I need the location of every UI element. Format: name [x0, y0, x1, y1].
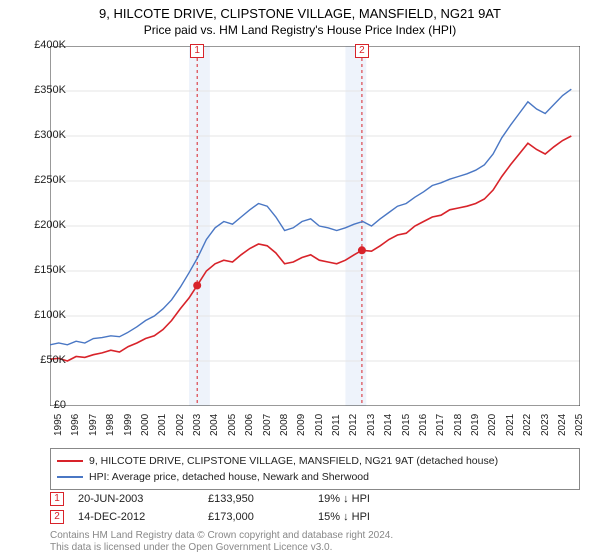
attribution-footer: Contains HM Land Registry data © Crown c… [50, 530, 580, 554]
x-tick-label: 1996 [70, 414, 81, 436]
x-tick-label: 2015 [401, 414, 412, 436]
x-tick-label: 1995 [53, 414, 64, 436]
footer-line: Contains HM Land Registry data © Crown c… [50, 530, 580, 542]
x-tick-label: 2006 [244, 414, 255, 436]
x-tick-label: 2002 [175, 414, 186, 436]
sale-price: £173,000 [208, 511, 318, 523]
sale-marker-box: 1 [190, 44, 204, 58]
legend-label: 9, HILCOTE DRIVE, CLIPSTONE VILLAGE, MAN… [89, 455, 498, 467]
sale-marker-box: 2 [355, 44, 369, 58]
sales-table: 1 20-JUN-2003 £133,950 19% ↓ HPI 2 14-DE… [50, 490, 580, 526]
sale-row: 2 14-DEC-2012 £173,000 15% ↓ HPI [50, 508, 580, 526]
x-tick-label: 2023 [540, 414, 551, 436]
x-tick-label: 2008 [279, 414, 290, 436]
y-tick-label: £50K [6, 354, 66, 366]
x-tick-label: 2017 [435, 414, 446, 436]
legend-item: 9, HILCOTE DRIVE, CLIPSTONE VILLAGE, MAN… [57, 453, 573, 469]
x-tick-label: 2012 [348, 414, 359, 436]
legend-swatch [57, 476, 83, 478]
x-tick-label: 2013 [366, 414, 377, 436]
x-tick-label: 2018 [453, 414, 464, 436]
x-tick-label: 2022 [522, 414, 533, 436]
x-tick-label: 2020 [487, 414, 498, 436]
sale-marker-icon: 1 [50, 492, 64, 506]
legend-swatch [57, 460, 83, 462]
x-tick-label: 1999 [123, 414, 134, 436]
sale-date: 20-JUN-2003 [78, 493, 208, 505]
legend: 9, HILCOTE DRIVE, CLIPSTONE VILLAGE, MAN… [50, 448, 580, 490]
x-tick-label: 2024 [557, 414, 568, 436]
x-tick-label: 2005 [227, 414, 238, 436]
sale-row: 1 20-JUN-2003 £133,950 19% ↓ HPI [50, 490, 580, 508]
y-tick-label: £350K [6, 84, 66, 96]
chart-title: 9, HILCOTE DRIVE, CLIPSTONE VILLAGE, MAN… [10, 6, 590, 21]
y-tick-label: £150K [6, 264, 66, 276]
y-tick-label: £0 [6, 399, 66, 411]
y-tick-label: £400K [6, 39, 66, 51]
y-tick-label: £100K [6, 309, 66, 321]
x-tick-label: 2000 [140, 414, 151, 436]
x-tick-label: 2003 [192, 414, 203, 436]
y-tick-label: £200K [6, 219, 66, 231]
y-tick-label: £300K [6, 129, 66, 141]
x-tick-label: 2009 [296, 414, 307, 436]
sale-price: £133,950 [208, 493, 318, 505]
legend-label: HPI: Average price, detached house, Newa… [89, 471, 369, 483]
sale-delta: 15% ↓ HPI [318, 511, 478, 523]
sale-delta: 19% ↓ HPI [318, 493, 478, 505]
sale-date: 14-DEC-2012 [78, 511, 208, 523]
legend-item: HPI: Average price, detached house, Newa… [57, 469, 573, 485]
x-tick-label: 2001 [157, 414, 168, 436]
sale-marker-icon: 2 [50, 510, 64, 524]
x-tick-label: 2011 [331, 414, 342, 436]
x-tick-label: 2004 [209, 414, 220, 436]
footer-line: This data is licensed under the Open Gov… [50, 542, 580, 554]
chart-area [50, 46, 580, 406]
x-tick-label: 1997 [88, 414, 99, 436]
x-tick-label: 2014 [383, 414, 394, 436]
chart-subtitle: Price paid vs. HM Land Registry's House … [10, 23, 590, 37]
chart-svg [50, 46, 580, 406]
x-tick-label: 2021 [505, 414, 516, 436]
x-tick-label: 2010 [314, 414, 325, 436]
x-tick-label: 1998 [105, 414, 116, 436]
x-tick-label: 2016 [418, 414, 429, 436]
x-tick-label: 2007 [262, 414, 273, 436]
x-tick-label: 2025 [574, 414, 585, 436]
y-tick-label: £250K [6, 174, 66, 186]
x-tick-label: 2019 [470, 414, 481, 436]
